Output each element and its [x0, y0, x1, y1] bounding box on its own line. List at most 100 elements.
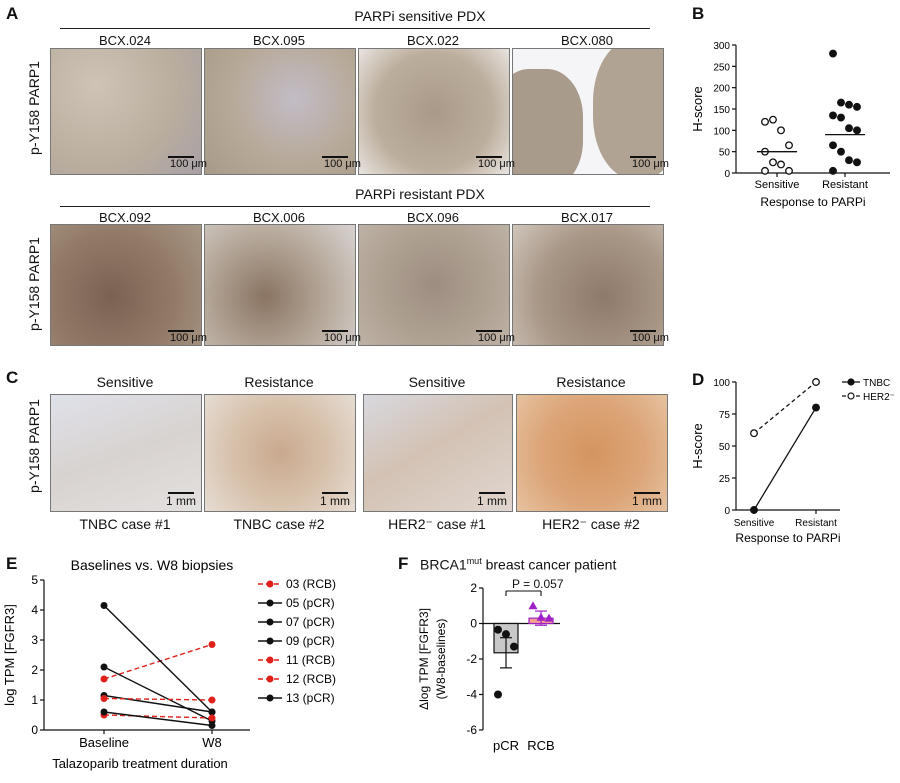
scale-bar: [479, 492, 505, 494]
panel-letter-f: F: [398, 554, 409, 573]
y-tick-label: 3: [31, 633, 38, 647]
y-tick-label: 100: [713, 378, 730, 389]
y-tick-label: 100: [713, 126, 730, 137]
y-tick-label: -2: [466, 652, 477, 666]
micrograph-bcx024: [50, 48, 202, 175]
data-point: [100, 708, 108, 716]
scale-bar: [322, 492, 348, 494]
data-point: [845, 100, 853, 109]
y-tick-label: 300: [713, 41, 730, 52]
condition-label: Sensitive: [408, 374, 466, 390]
y-tick-label: 5: [31, 573, 38, 587]
micrograph-bcx095: [204, 48, 356, 175]
chart-f-title: BRCA1mut breast cancer patient: [420, 556, 616, 573]
scale-label: 1 mm: [320, 494, 350, 508]
scale-bar: [476, 330, 502, 332]
legend-label: 12 (RCB): [286, 672, 336, 686]
scale-bar: [634, 492, 660, 494]
data-point: [100, 663, 108, 671]
scale-bar: [168, 156, 194, 158]
data-point: [750, 506, 758, 514]
y-tick-label: 0: [724, 169, 730, 180]
x-tick-label: Baseline: [79, 735, 129, 750]
scale-label: 100 μm: [632, 332, 669, 344]
resistant-title-rule: [60, 206, 650, 207]
y-tick-label: 150: [713, 105, 730, 116]
y-axis-label: Δlog TPM [FGFR3]: [417, 608, 431, 710]
y-axis-label: H-score: [690, 86, 705, 132]
y-tick-label: 25: [719, 474, 731, 485]
scale-label: 1 mm: [477, 494, 507, 508]
legend-label: 11 (RCB): [286, 653, 335, 667]
y-tick-label: 1: [31, 693, 38, 707]
legend-marker: [266, 618, 274, 626]
series-line: [103, 694, 213, 713]
scale-label: 100 μm: [478, 158, 515, 170]
x-tick-label: Resistant: [822, 179, 868, 191]
condition-label: Resistance: [244, 374, 314, 390]
legend-marker: [266, 675, 274, 683]
micrograph-bcx092: [50, 224, 202, 346]
chart-d: 0 25 50 75 100 H-score Sensitive Resistant Respo…: [690, 378, 895, 545]
scale-label: 100 μm: [324, 158, 361, 170]
panel-letter-a: A: [6, 4, 19, 23]
data-point: [208, 708, 216, 716]
data-point: [777, 126, 785, 135]
sample-label: BCX.092: [98, 210, 152, 225]
data-point: [769, 158, 777, 167]
legend-marker: [266, 694, 274, 702]
micrograph-bcx017: [512, 224, 664, 346]
data-point: [528, 601, 538, 610]
scale-label: 100 μm: [632, 158, 669, 170]
y-tick-label: 200: [713, 84, 730, 95]
series-line: [103, 697, 213, 701]
title-rest: breast cancer patient: [481, 556, 617, 573]
legend-marker: [266, 637, 274, 645]
x-tick-label: Sensitive: [734, 518, 775, 529]
data-point: [812, 378, 820, 386]
data-point: [837, 147, 845, 156]
y-tick-label: -4: [466, 688, 477, 702]
data-point: [761, 117, 769, 126]
chart-title: Baselines vs. W8 biopsies: [71, 557, 234, 573]
legend-label: 05 (pCR): [286, 596, 335, 610]
panel-letter-d: D: [692, 370, 705, 389]
legend-label: TNBC: [863, 378, 890, 389]
sample-label: BCX.022: [406, 33, 460, 48]
data-point: [750, 429, 758, 438]
data-point: [853, 158, 861, 167]
scale-label: 100 μm: [170, 332, 207, 344]
y-tick-label: 0: [724, 506, 730, 517]
series-line: [103, 714, 213, 719]
micrograph-bcx096: [358, 224, 510, 346]
series-line: [103, 643, 213, 680]
x-tick-label: W8: [202, 735, 222, 750]
sample-label: BCX.096: [406, 210, 460, 225]
row-label-sensitive: p-Y158 PARP1: [26, 61, 42, 155]
scale-bar: [630, 156, 656, 158]
case-label: HER2⁻ case #1: [388, 516, 486, 532]
scale-bar: [168, 492, 194, 494]
x-axis-label: Response to PARPi: [760, 195, 865, 209]
y-tick-label: 75: [719, 410, 731, 421]
legend-label: HER2⁻: [863, 392, 895, 403]
scale-label: 1 mm: [166, 494, 196, 508]
chart-f: -6 -4 -2 0 2 Δlog TPM [FGFR3] (W8-baselines) pC…: [417, 581, 560, 753]
x-tick-label: RCB: [527, 738, 554, 753]
y-tick-label: 50: [719, 148, 731, 159]
data-point: [769, 115, 777, 124]
legend-label: 13 (pCR): [286, 691, 335, 705]
data-point: [812, 403, 820, 412]
panel-letter-c: C: [6, 368, 19, 387]
data-point: [829, 111, 837, 120]
legend-marker: [266, 599, 274, 607]
data-point: [777, 160, 785, 169]
data-point: [829, 49, 837, 58]
y-tick-label: 250: [713, 62, 730, 73]
scale-bar: [630, 330, 656, 332]
data-point: [208, 641, 216, 648]
data-point: [829, 166, 837, 175]
series-line: [753, 381, 817, 434]
row-label-resistant: p-Y158 PARP1: [26, 237, 42, 331]
data-point: [785, 141, 793, 150]
